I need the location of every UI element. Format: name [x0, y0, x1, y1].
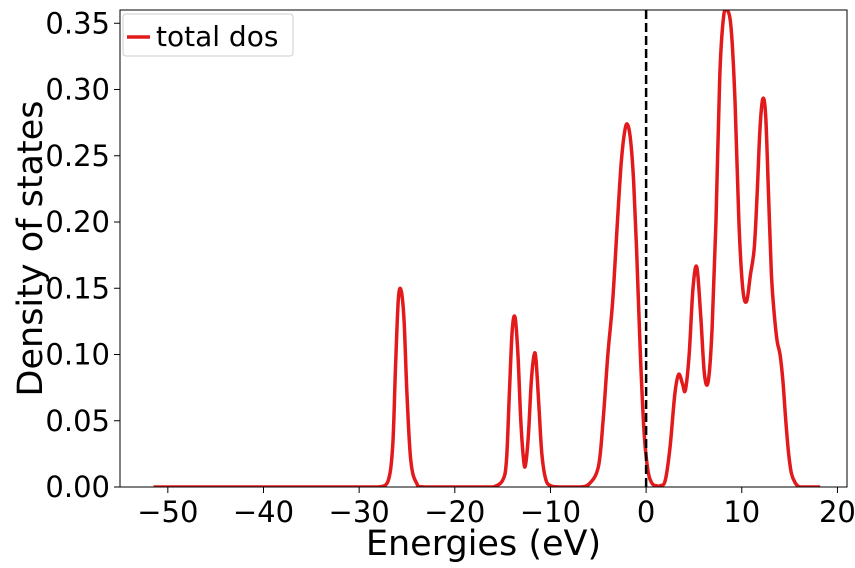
x-tick-label: 20 — [819, 495, 855, 529]
y-tick-label: 0.15 — [45, 271, 110, 305]
y-axis-title: Density of states — [11, 101, 51, 397]
y-tick-label: 0.10 — [45, 338, 110, 372]
x-tick-label: −40 — [233, 495, 294, 529]
x-tick-label: 0 — [637, 495, 655, 529]
y-tick-label: 0.05 — [45, 404, 110, 438]
y-tick-label: 0.30 — [45, 73, 110, 107]
x-axis-title: Energies (eV) — [366, 524, 601, 564]
y-tick-label: 0.00 — [45, 470, 110, 504]
y-tick-label: 0.20 — [45, 205, 110, 239]
y-tick-label: 0.25 — [45, 139, 110, 173]
x-tick-label: 10 — [723, 495, 760, 529]
legend-label-total-dos: total dos — [156, 20, 278, 53]
legend: total dos — [123, 14, 293, 56]
x-tick-label: −50 — [137, 495, 198, 529]
y-tick-label: 0.35 — [45, 6, 110, 40]
